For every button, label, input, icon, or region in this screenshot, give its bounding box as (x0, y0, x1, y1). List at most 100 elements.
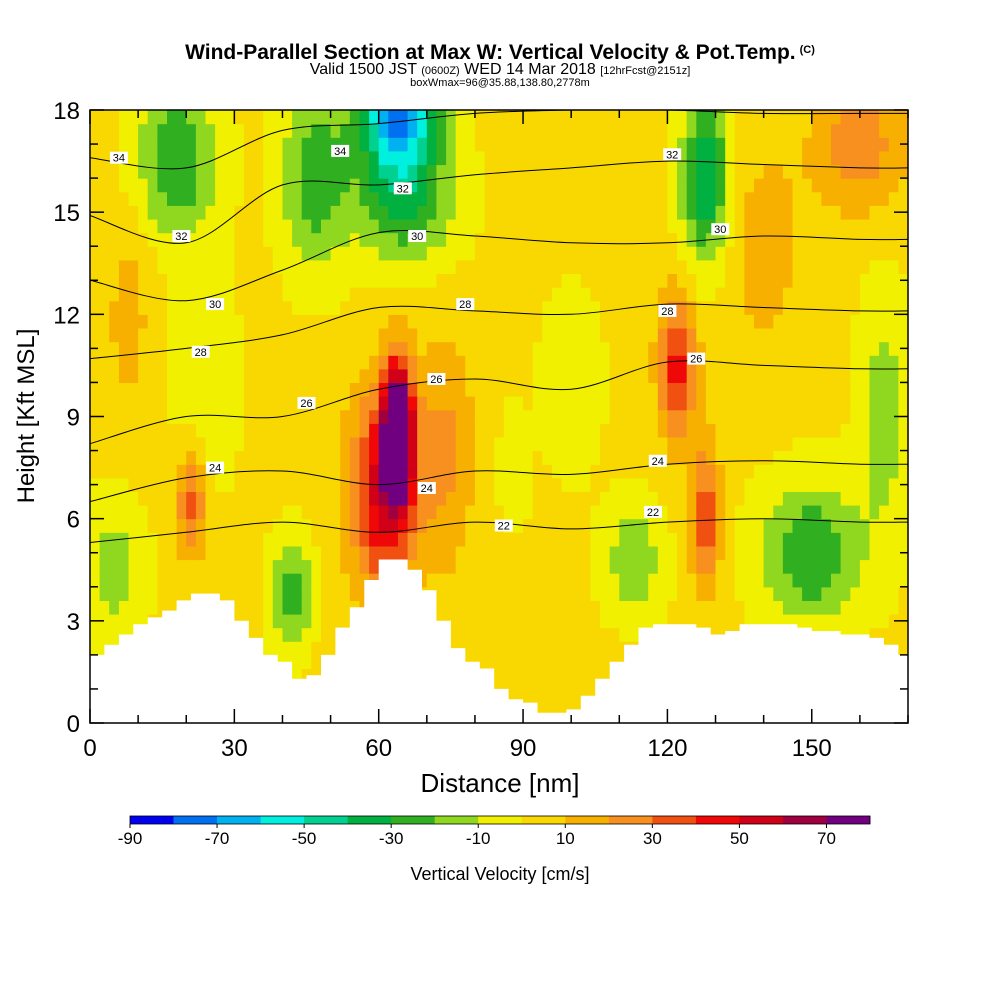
velocity-cell (542, 695, 553, 710)
velocity-cell (725, 450, 736, 465)
velocity-cell (359, 110, 370, 125)
velocity-cell (176, 191, 187, 206)
velocity-cell (292, 586, 303, 601)
velocity-cell (715, 232, 726, 247)
velocity-cell (388, 219, 399, 234)
velocity-cell (590, 382, 601, 397)
velocity-cell (802, 409, 813, 424)
velocity-cell (321, 232, 332, 247)
velocity-cell (436, 164, 447, 179)
velocity-cell (118, 205, 130, 220)
velocity-cell (176, 137, 187, 152)
velocity-cell (571, 545, 582, 561)
velocity-cell (609, 368, 620, 383)
velocity-cell (667, 518, 678, 533)
velocity-cell (195, 246, 207, 261)
velocity-cell (272, 246, 283, 261)
velocity-cell (321, 532, 332, 547)
velocity-cell (186, 314, 197, 329)
velocity-cell (398, 232, 409, 247)
velocity-cell (551, 505, 563, 520)
velocity-cell (388, 477, 399, 492)
velocity-cell (561, 219, 572, 234)
velocity-cell (147, 409, 158, 424)
velocity-cell (734, 396, 745, 411)
velocity-cell (330, 314, 341, 329)
velocity-cell (176, 368, 187, 383)
velocity-cell (628, 573, 640, 588)
velocity-cell (465, 314, 476, 329)
velocity-cell (879, 287, 890, 302)
velocity-cell (215, 178, 226, 193)
velocity-cell (715, 314, 726, 329)
velocity-cell (109, 436, 120, 452)
velocity-cell (330, 464, 341, 479)
velocity-cell (349, 259, 360, 274)
velocity-cell (773, 150, 784, 166)
velocity-cell (551, 178, 563, 193)
velocity-cell (263, 123, 274, 138)
velocity-cell (234, 382, 245, 397)
velocity-cell (195, 110, 207, 125)
velocity-cell (571, 300, 582, 315)
velocity-cell (147, 450, 158, 465)
velocity-cell (388, 191, 399, 206)
velocity-cell (147, 586, 158, 601)
velocity-cell (600, 205, 611, 220)
velocity-cell (224, 355, 235, 370)
velocity-cell (802, 137, 813, 152)
velocity-cell (831, 477, 842, 492)
velocity-cell (725, 328, 736, 343)
velocity-cell (407, 164, 418, 179)
colorbar: -90 -70 -50 -30 -10 10 30 50 70 (118, 815, 871, 848)
velocity-cell (99, 532, 110, 547)
velocity-cell (888, 573, 899, 588)
velocity-cell (580, 668, 591, 683)
velocity-cell (99, 491, 110, 506)
velocity-cell (831, 137, 842, 152)
velocity-cell (590, 232, 601, 247)
velocity-cell (648, 341, 659, 356)
velocity-cell (244, 232, 255, 247)
velocity-cell (417, 355, 428, 370)
velocity-cell (205, 328, 216, 343)
velocity-cell (590, 314, 601, 329)
velocity-cell (619, 150, 630, 166)
velocity-cell (195, 491, 207, 506)
velocity-cell (99, 505, 110, 520)
velocity-cell (426, 450, 437, 465)
velocity-cell (600, 150, 611, 166)
velocity-cell (619, 191, 630, 206)
velocity-cell (359, 477, 370, 492)
velocity-cell (330, 368, 341, 383)
velocity-cell (446, 341, 457, 356)
velocity-cell (253, 450, 264, 465)
velocity-cell (811, 423, 822, 438)
velocity-cell (725, 191, 736, 206)
velocity-cell (157, 477, 168, 492)
velocity-cell (792, 328, 803, 343)
velocity-cell (715, 382, 726, 397)
velocity-cell (398, 450, 409, 465)
velocity-cell (494, 300, 505, 315)
velocity-cell (99, 273, 110, 288)
velocity-cell (686, 436, 697, 452)
velocity-cell (272, 110, 283, 125)
velocity-cell (503, 314, 514, 329)
velocity-cell (840, 491, 851, 506)
velocity-cell (513, 409, 524, 424)
velocity-cell (263, 232, 274, 247)
velocity-cell (532, 287, 543, 302)
velocity-cell (195, 300, 207, 315)
velocity-cell (638, 382, 649, 397)
velocity-cell (311, 328, 322, 343)
velocity-cell (792, 491, 803, 506)
contour-label: 32 (666, 149, 678, 161)
velocity-cell (705, 600, 717, 615)
velocity-cell (705, 300, 717, 315)
velocity-cell (407, 532, 418, 547)
velocity-cell (869, 409, 880, 424)
velocity-cell (523, 477, 534, 492)
velocity-cell (369, 219, 380, 234)
velocity-cell (600, 232, 611, 247)
